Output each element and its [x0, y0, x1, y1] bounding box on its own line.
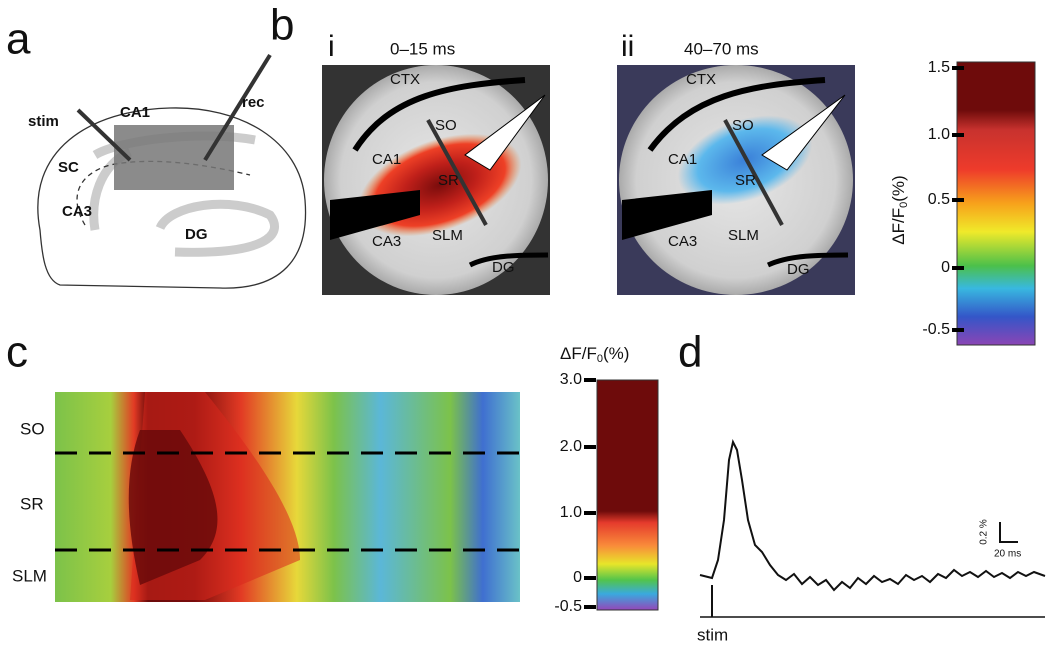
tick-label: 3.0	[560, 371, 582, 388]
region: SO	[732, 117, 754, 134]
tick-label: 2.0	[560, 438, 582, 455]
region: DG	[492, 259, 515, 276]
subpanel-label: ii	[621, 30, 634, 63]
shape	[352, 77, 526, 152]
shape: 3.0 2.0 1.0 0 -0.5	[554, 371, 596, 615]
panel-label: a	[6, 15, 31, 64]
layer-label: SLM	[12, 566, 47, 585]
text-part: 0	[597, 353, 603, 365]
scale-bar	[999, 522, 1018, 543]
text-part: ΔF/F	[889, 208, 908, 245]
tick-label: 1.5	[928, 59, 950, 76]
shape	[723, 119, 784, 226]
region: CA1	[372, 151, 401, 168]
shape	[468, 252, 549, 268]
tick-label: 1.0	[928, 126, 950, 143]
scale-y-label: 0.2 %	[979, 519, 990, 545]
label: SC	[58, 159, 79, 176]
stim-electrode	[76, 108, 132, 162]
layer-label: SR	[20, 494, 44, 513]
panel-label: c	[6, 328, 28, 377]
label: rec	[242, 94, 265, 111]
trace	[699, 439, 1046, 592]
time-window: 40–70 ms	[684, 39, 759, 58]
colorbar-title: ΔF/F0(%)	[889, 175, 909, 244]
shape	[426, 119, 488, 226]
shape	[622, 190, 712, 240]
heatmap	[55, 392, 520, 602]
imaging-region	[114, 125, 234, 190]
shape	[766, 252, 849, 268]
subpanel-label: i	[328, 30, 335, 63]
shape	[155, 199, 279, 257]
label: CA3	[62, 203, 92, 220]
region: SLM	[728, 227, 759, 244]
panel-label: b	[270, 1, 294, 50]
tick-label: -0.5	[554, 598, 582, 615]
region: CA3	[372, 233, 401, 250]
image-i	[322, 65, 550, 295]
region: SLM	[432, 227, 463, 244]
region: SR	[438, 172, 459, 189]
tick-label: 0.5	[928, 191, 950, 208]
region: CA1	[668, 151, 697, 168]
text-part: (%)	[603, 344, 629, 363]
region: SR	[735, 172, 756, 189]
tick-label: 1.0	[560, 504, 582, 521]
shape	[464, 94, 546, 171]
image-ii	[617, 65, 855, 295]
shape: 1.5 1.0 0.5 0 -0.5	[922, 59, 964, 338]
shape	[647, 77, 826, 152]
colorbar	[596, 379, 659, 611]
shape	[761, 94, 846, 171]
label: CA1	[120, 104, 150, 121]
stim-label: stim	[697, 625, 728, 644]
text-part: 0	[898, 202, 910, 208]
tick-label: 0	[941, 259, 950, 276]
tick-label: 0	[573, 569, 582, 586]
panel-label: d	[678, 328, 702, 377]
layer-label: SO	[20, 419, 45, 438]
text-part: (%)	[889, 175, 908, 201]
region: CA3	[668, 233, 697, 250]
shape	[37, 107, 307, 289]
colorbar	[956, 61, 1036, 346]
label: DG	[185, 226, 208, 243]
scale-x-label: 20 ms	[994, 549, 1021, 560]
region: CTX	[390, 71, 420, 88]
time-window: 0–15 ms	[390, 39, 455, 58]
region: CTX	[686, 71, 716, 88]
shape	[330, 190, 420, 240]
heatmap-region	[128, 430, 218, 585]
rec-electrode	[203, 53, 272, 162]
colorbar-title: ΔF/F0(%)	[560, 344, 629, 364]
text-part: ΔF/F	[560, 344, 597, 363]
label: stim	[28, 113, 59, 130]
hippocampus-sketch	[37, 107, 307, 289]
region: SO	[435, 117, 457, 134]
tick-label: -0.5	[922, 321, 950, 338]
region: DG	[787, 261, 810, 278]
